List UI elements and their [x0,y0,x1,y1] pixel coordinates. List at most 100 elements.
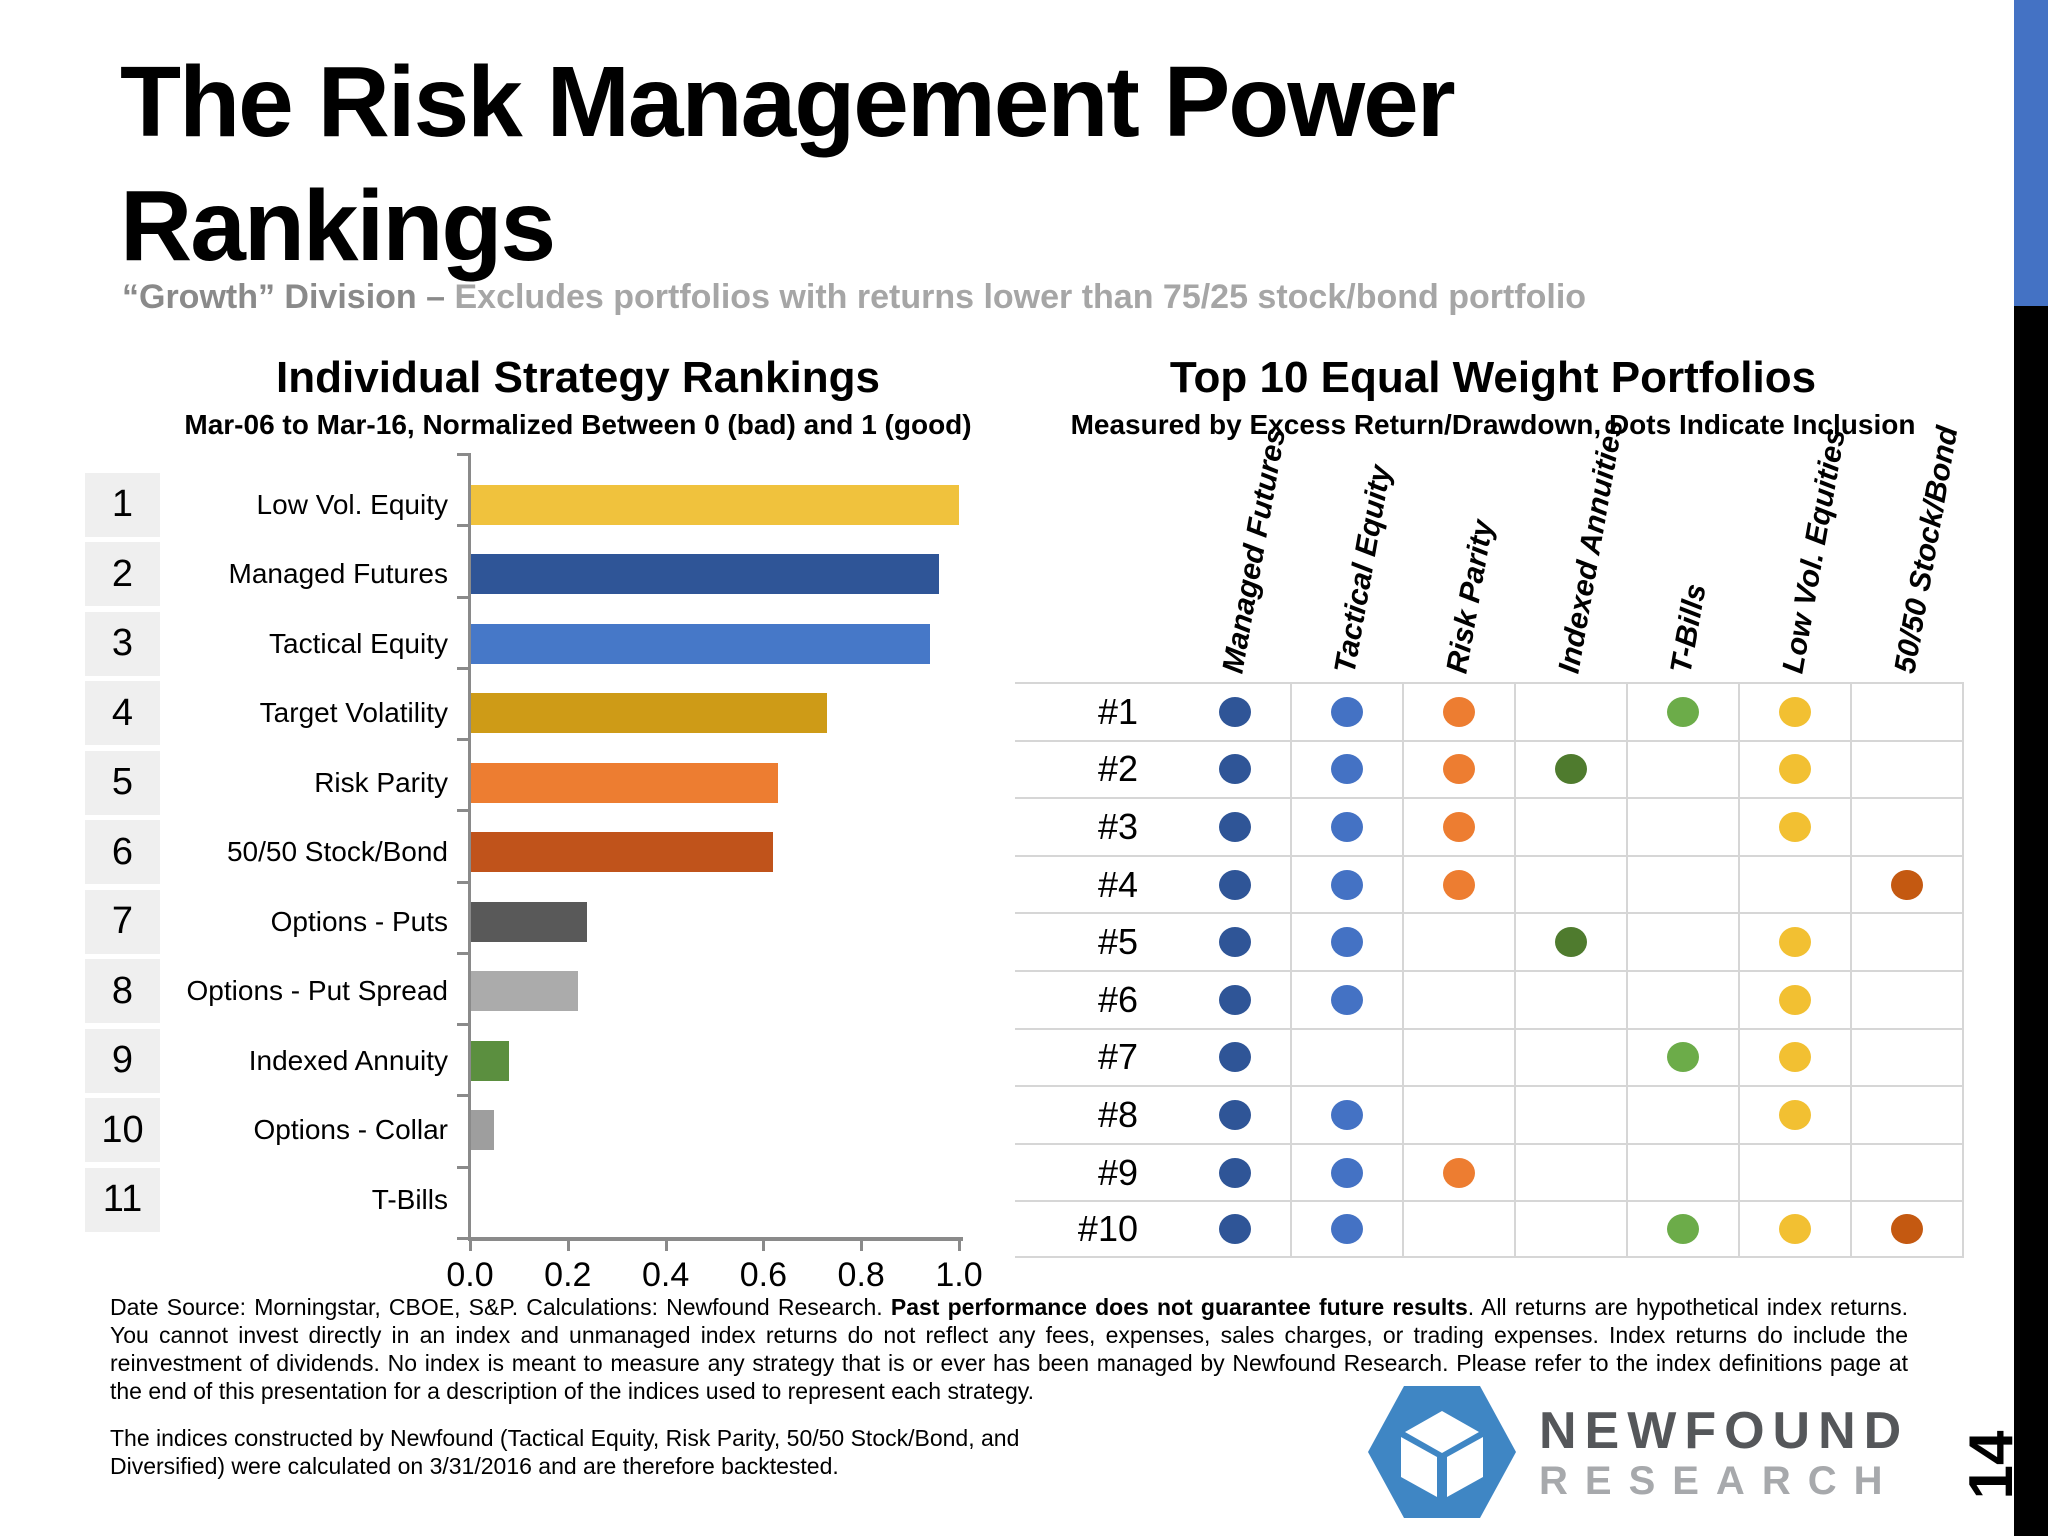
disclaimer-text: Date Source: Morningstar, CBOE, S&P. Cal… [110,1293,1908,1405]
x-axis-tick-label: 1.0 [935,1256,983,1294]
rank-number: 3 [85,611,160,676]
inclusion-cell [1404,971,1516,1028]
inclusion-cell [1516,914,1628,970]
inclusion-dot [1331,754,1363,785]
inclusion-cell [1404,684,1516,740]
inclusion-cell [1740,1144,1852,1201]
inclusion-cell [1292,856,1404,913]
inclusion-dot [1667,1042,1699,1073]
strategy-row: 9 Indexed Annuity [85,1026,995,1096]
inclusion-cell [1292,914,1404,970]
portfolio-rank-label: #5 [1097,921,1138,963]
page-title: The Risk Management Power Rankings [120,40,1456,288]
accent-bar-blue [2014,0,2048,306]
inclusion-cell [1516,971,1628,1028]
dot-chart-header: Top 10 Equal Weight Portfolios Measured … [1043,352,1943,442]
dot-chart-subtitle: Measured by Excess Return/Drawdown, Dots… [1070,409,1916,440]
bar-track [470,1026,965,1096]
portfolio-row: #10 [1015,1200,1964,1258]
rank-number: 11 [85,1167,160,1232]
inclusion-cell [1628,856,1740,913]
strategy-label: Target Volatility [259,697,448,729]
inclusion-dot [1331,1157,1363,1188]
disclaimer-pre: Date Source: Morningstar, CBOE, S&P. Cal… [110,1294,891,1320]
bar-track [470,1165,965,1235]
inclusion-cell [1180,1202,1292,1256]
inclusion-dot [1443,696,1475,727]
strategy-row: 10 Options - Collar [85,1096,995,1166]
y-axis-tick [457,951,468,955]
rank-number: 5 [85,750,160,815]
inclusion-cell [1404,1144,1516,1201]
inclusion-dot [1331,869,1363,900]
portfolio-row: #3 [1015,797,1964,855]
bar-track [470,609,965,679]
inclusion-cell [1180,1029,1292,1086]
strategy-label: T-Bills [371,1183,448,1215]
inclusion-cell [1292,741,1404,798]
page-title-line2: Rankings [120,170,556,282]
column-label-t-bills: T-Bills [1664,581,1713,676]
portfolio-rank-label: #4 [1097,863,1138,905]
inclusion-dot [1219,1157,1251,1188]
inclusion-dot [1779,696,1811,727]
inclusion-dot [1219,869,1251,900]
strategy-row: 4 Target Volatility [85,679,995,749]
portfolio-row: #9 [1015,1142,1964,1201]
column-label-indexed-annuities: Indexed Annuities [1552,416,1630,676]
inclusion-cell [1404,1029,1516,1086]
rank-number: 7 [85,889,160,954]
inclusion-cell [1292,1087,1404,1143]
portfolio-rank-label: #3 [1097,805,1138,847]
bar-track [470,818,965,888]
inclusion-cell [1628,971,1740,1028]
inclusion-cell [1516,1029,1628,1086]
bar-track [470,1096,965,1166]
inclusion-dot [1219,1214,1251,1245]
y-axis-tick [457,666,468,670]
bar-track [470,887,965,957]
bar-track [470,957,965,1027]
inclusion-cell [1852,1144,1964,1201]
inclusion-cell [1180,1087,1292,1143]
portfolio-rank-label: #10 [1077,1208,1138,1250]
x-axis-tick-label: 0.6 [739,1256,788,1294]
inclusion-cell [1516,1087,1628,1143]
x-axis-tick [469,1241,472,1251]
rank-number: 4 [85,681,160,746]
page-number: 14 [1957,1430,2026,1500]
inclusion-dot [1779,811,1811,842]
inclusion-cell [1852,856,1964,913]
inclusion-dot [1779,754,1811,785]
inclusion-dot [1443,754,1475,785]
inclusion-cell [1740,684,1852,740]
y-axis-tick [457,453,468,456]
inclusion-cell [1516,684,1628,740]
bar-track [470,470,965,540]
page-title-line1: The Risk Management Power [120,46,1456,158]
portfolio-row: #8 [1015,1085,1964,1143]
x-axis-tick [958,1241,961,1251]
inclusion-cell [1180,684,1292,740]
portfolio-rank-label: #8 [1097,1093,1138,1135]
inclusion-dot [1443,1157,1475,1188]
inclusion-dot [1443,869,1475,900]
strategy-row: 7 Options - Puts [85,887,995,957]
inclusion-dot [1331,1214,1363,1245]
y-axis-tick [457,1236,468,1240]
inclusion-dot [1779,927,1811,958]
inclusion-cell [1852,1029,1964,1086]
portfolio-inclusion-grid: #1 #2 #3 #4 #5 #6 #7 #8 #9 #10 [1015,682,1964,1258]
inclusion-cell [1180,971,1292,1028]
bar-chart-title: Individual Strategy Rankings [276,353,880,402]
inclusion-cell [1740,799,1852,855]
inclusion-cell [1852,914,1964,970]
inclusion-cell [1404,1087,1516,1143]
portfolio-row: #2 [1015,739,1964,798]
bar-track [470,679,965,749]
rank-number: 6 [85,820,160,885]
bar-track [470,748,965,818]
inclusion-dot [1219,1042,1251,1073]
inclusion-dot [1779,1214,1811,1245]
